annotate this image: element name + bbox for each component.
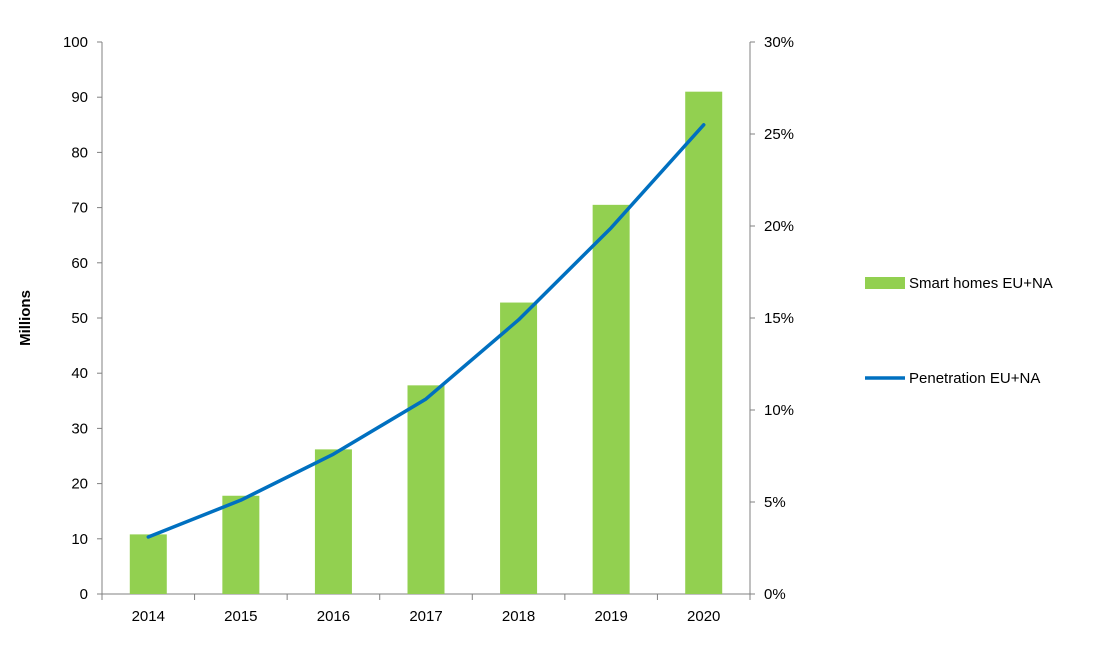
y-tick-label: 0 (80, 586, 88, 603)
x-tick-label: 2019 (594, 608, 627, 625)
x-axis: 2014 2015 2016 2017 2018 2019 2020 (101, 593, 751, 625)
bar (685, 91, 723, 595)
line-series (146, 123, 706, 539)
y2-tick-label: 5% (764, 494, 786, 511)
y-tick-label: 30 (71, 420, 88, 437)
legend-swatch-smart-homes (865, 277, 905, 289)
y-tick-label: 20 (71, 476, 88, 493)
y-tick-label: 10 (71, 531, 88, 548)
bar-series (129, 91, 723, 595)
bar (222, 495, 260, 594)
y2-tick-label: 20% (764, 218, 794, 235)
y-tick-label: 70 (71, 200, 88, 217)
bar (592, 204, 630, 594)
y2-tick-label: 30% (764, 34, 794, 51)
y2-axis: 0% 5% 10% 15% 20% 25% 30% (749, 34, 794, 603)
y-tick-label: 50 (71, 310, 88, 327)
y2-tick-label: 0% (764, 586, 786, 603)
y-axis-title: Millions (17, 290, 34, 346)
bar (314, 449, 352, 594)
x-tick-label: 2014 (132, 608, 165, 625)
x-tick-label: 2016 (317, 608, 350, 625)
x-tick-label: 2018 (502, 608, 535, 625)
y2-tick-label: 15% (764, 310, 794, 327)
bar (500, 302, 538, 594)
y2-tick-label: 10% (764, 402, 794, 419)
x-tick-label: 2020 (687, 608, 720, 625)
y-axis: 0 10 20 30 40 50 60 70 80 90 100 (63, 34, 103, 603)
bar (407, 385, 445, 594)
legend-label-penetration: Penetration EU+NA (909, 370, 1040, 387)
y-tick-label: 100 (63, 34, 88, 51)
legend: Smart homes EU+NA Penetration EU+NA (865, 275, 1053, 387)
y-tick-label: 40 (71, 365, 88, 382)
y-tick-label: 60 (71, 255, 88, 272)
bar (129, 534, 167, 594)
y-tick-label: 90 (71, 89, 88, 106)
x-tick-label: 2017 (409, 608, 442, 625)
y-tick-label: 80 (71, 144, 88, 161)
x-tick-label: 2015 (224, 608, 257, 625)
y2-tick-label: 25% (764, 126, 794, 143)
legend-label-smart-homes: Smart homes EU+NA (909, 275, 1053, 292)
series-line (146, 123, 706, 539)
